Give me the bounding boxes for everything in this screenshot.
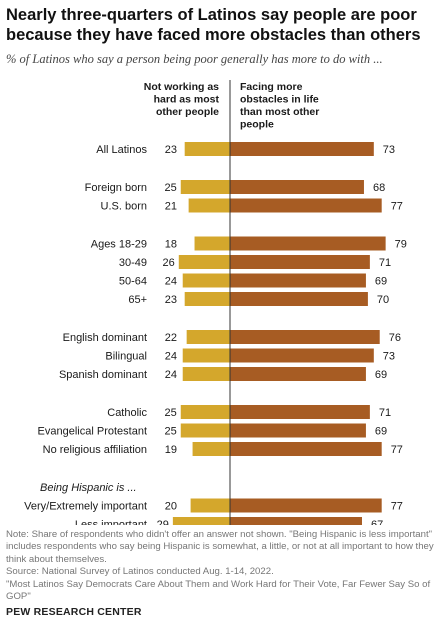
value-left: 21 <box>165 201 177 213</box>
bar-left <box>190 498 230 513</box>
value-right: 67 <box>371 519 383 525</box>
value-right: 71 <box>379 407 391 419</box>
bar-right <box>230 348 374 363</box>
value-right: 77 <box>391 501 403 513</box>
value-right: 69 <box>375 276 387 288</box>
value-left: 23 <box>165 294 177 306</box>
row-label: All Latinos <box>96 144 147 156</box>
value-right: 77 <box>391 201 403 213</box>
bar-left <box>184 142 230 156</box>
row-label: 50-64 <box>119 276 147 288</box>
bar-right <box>230 198 382 213</box>
source-text: Source: National Survey of Latinos condu… <box>6 566 274 578</box>
bar-right <box>230 367 366 381</box>
row-label: Catholic <box>107 407 147 419</box>
legend-right-header: Facing more obstacles in life than most ot… <box>240 81 319 131</box>
value-left: 23 <box>165 144 177 156</box>
value-left: 20 <box>165 501 177 513</box>
value-left: 24 <box>165 276 177 288</box>
bar-left <box>184 292 230 306</box>
bar-right <box>230 236 386 251</box>
group-heading: Being Hispanic is ... <box>40 482 137 494</box>
bar-left <box>180 180 230 194</box>
bar-right <box>230 517 362 525</box>
bar-left <box>188 198 230 213</box>
bar-left <box>180 405 230 419</box>
bar-right <box>230 405 370 419</box>
value-left: 24 <box>165 369 177 381</box>
bar-right <box>230 330 380 344</box>
row-label: Bilingual <box>105 351 147 363</box>
value-left: 25 <box>165 407 177 419</box>
row-label: 65+ <box>128 294 147 306</box>
bar-right <box>230 292 368 306</box>
legend-left-header: Not working as hard as most other people <box>144 81 220 118</box>
bar-left <box>182 273 230 288</box>
row-label: Very/Extremely important <box>24 501 147 513</box>
row-label: Less important <box>75 519 147 525</box>
value-right: 69 <box>375 426 387 438</box>
value-left: 25 <box>165 426 177 438</box>
value-left: 26 <box>163 257 175 269</box>
bar-left <box>180 423 230 438</box>
row-label: Foreign born <box>85 182 147 194</box>
value-right: 71 <box>379 257 391 269</box>
bar-left <box>192 442 230 456</box>
value-left: 25 <box>165 182 177 194</box>
value-right: 70 <box>377 294 389 306</box>
value-right: 77 <box>391 444 403 456</box>
bar-left <box>194 236 230 251</box>
row-label: Evangelical Protestant <box>38 426 147 438</box>
bar-right <box>230 442 382 456</box>
bar-right <box>230 142 374 156</box>
row-label: English dominant <box>63 332 147 344</box>
bar-left <box>182 348 230 363</box>
row-label: Ages 18-29 <box>91 239 147 251</box>
value-right: 68 <box>373 182 385 194</box>
value-left: 22 <box>165 332 177 344</box>
value-left: 29 <box>157 519 169 525</box>
value-left: 24 <box>165 351 177 363</box>
bar-left <box>186 330 230 344</box>
pew-logo-text: PEW RESEARCH CENTER <box>6 606 142 618</box>
value-left: 18 <box>165 239 177 251</box>
bar-right <box>230 255 370 269</box>
bar-left <box>172 517 230 525</box>
report-title-text: "Most Latinos Say Democrats Care About T… <box>6 578 431 603</box>
row-label: No religious affiliation <box>43 444 147 456</box>
notes-section: Note: Share of respondents who didn't of… <box>6 529 434 603</box>
row-label: 30-49 <box>119 257 147 269</box>
bar-right <box>230 273 366 288</box>
note-text: Note: Share of respondents who didn't of… <box>6 529 434 565</box>
value-right: 73 <box>383 351 395 363</box>
diverging-bar-chart: Not working as hard as most other people Fa… <box>24 80 407 525</box>
row-label: Spanish dominant <box>59 369 147 381</box>
value-right: 73 <box>383 144 395 156</box>
value-right: 76 <box>389 332 401 344</box>
bar-right <box>230 498 382 513</box>
bar-left <box>182 367 230 381</box>
bar-right <box>230 180 364 194</box>
bar-left <box>178 255 230 269</box>
chart-subtitle: % of Latinos who say a person being poor… <box>6 52 383 66</box>
value-left: 19 <box>165 444 177 456</box>
row-label: U.S. born <box>101 201 147 213</box>
value-right: 69 <box>375 369 387 381</box>
bar-right <box>230 423 366 438</box>
value-right: 79 <box>395 239 407 251</box>
chart-title: Nearly three-quarters of Latinos say peo… <box>6 6 421 44</box>
